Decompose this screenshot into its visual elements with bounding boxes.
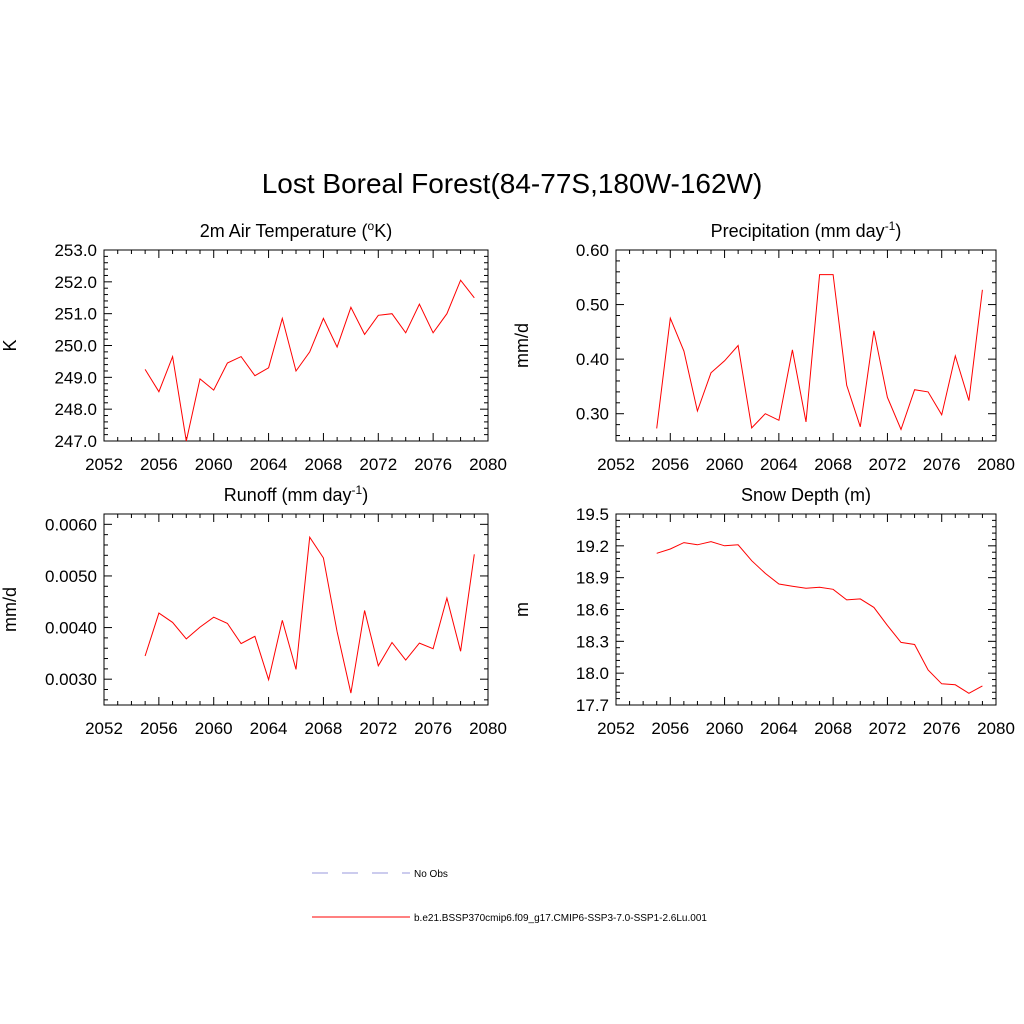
panel-title: Snow Depth (m) bbox=[741, 485, 871, 505]
y-tick-label: 18.0 bbox=[576, 664, 609, 683]
x-tick-label: 2052 bbox=[85, 719, 123, 738]
x-tick-label: 2072 bbox=[869, 719, 907, 738]
y-tick-label: 19.2 bbox=[576, 537, 609, 556]
x-tick-label: 2060 bbox=[706, 719, 744, 738]
x-tick-label: 2072 bbox=[359, 455, 397, 474]
y-tick-label: 17.7 bbox=[576, 696, 609, 715]
series-line bbox=[144, 279, 475, 442]
series-line bbox=[144, 535, 475, 694]
panel-title: Precipitation (mm day-1) bbox=[711, 219, 902, 241]
legend-label: b.e21.BSSP370cmip6.f09_g17.CMIP6-SSP3-7.… bbox=[414, 913, 707, 924]
y-tick-label: 0.0050 bbox=[45, 567, 97, 586]
plot-frame bbox=[615, 513, 997, 706]
x-tick-label: 2080 bbox=[977, 455, 1015, 474]
y-tick-label: 0.60 bbox=[576, 241, 609, 260]
y-axis-label: mm/d bbox=[512, 323, 532, 368]
x-tick-label: 2068 bbox=[814, 719, 852, 738]
x-tick-label: 2076 bbox=[414, 455, 452, 474]
x-tick-label: 2052 bbox=[597, 719, 635, 738]
x-tick-label: 2076 bbox=[923, 455, 961, 474]
x-tick-label: 2072 bbox=[869, 455, 907, 474]
x-tick-label: 2076 bbox=[923, 719, 961, 738]
x-tick-label: 2076 bbox=[414, 719, 452, 738]
y-tick-label: 0.30 bbox=[576, 405, 609, 424]
x-tick-label: 2064 bbox=[760, 719, 798, 738]
page-title: Lost Boreal Forest(84-77S,180W-162W) bbox=[261, 168, 763, 199]
y-tick-label: 0.0040 bbox=[45, 619, 97, 638]
x-tick-label: 2064 bbox=[760, 455, 798, 474]
plot-frame bbox=[103, 249, 489, 442]
x-tick-label: 2064 bbox=[250, 455, 288, 474]
y-tick-label: 253.0 bbox=[54, 241, 97, 260]
x-tick-label: 2064 bbox=[250, 719, 288, 738]
y-axis-label: m bbox=[512, 602, 532, 617]
x-tick-label: 2060 bbox=[195, 455, 233, 474]
y-tick-label: 19.5 bbox=[576, 505, 609, 524]
y-tick-label: 252.0 bbox=[54, 273, 97, 292]
y-tick-label: 18.6 bbox=[576, 601, 609, 620]
y-tick-label: 251.0 bbox=[54, 305, 97, 324]
x-tick-label: 2068 bbox=[814, 455, 852, 474]
series-line bbox=[656, 274, 983, 431]
y-tick-label: 0.0060 bbox=[45, 515, 97, 534]
x-tick-label: 2060 bbox=[706, 455, 744, 474]
x-tick-label: 2080 bbox=[469, 719, 507, 738]
y-tick-label: 0.40 bbox=[576, 350, 609, 369]
plot-frame bbox=[103, 513, 489, 706]
y-axis-label: mm/d bbox=[0, 587, 20, 632]
x-tick-label: 2056 bbox=[140, 719, 178, 738]
x-tick-label: 2052 bbox=[85, 455, 123, 474]
x-tick-label: 2056 bbox=[651, 719, 689, 738]
chart-panel-2: Precipitation (mm day-1) mm/d 2052 2056 2060… bbox=[512, 219, 1015, 474]
legend: No Obs b.e21.BSSP370cmip6.f09_g17.CMIP6-S… bbox=[312, 869, 707, 924]
x-tick-label: 2056 bbox=[651, 455, 689, 474]
y-tick-label: 247.0 bbox=[54, 432, 97, 451]
y-tick-label: 0.50 bbox=[576, 296, 609, 315]
y-tick-label: 250.0 bbox=[54, 337, 97, 356]
y-axis-label: K bbox=[0, 339, 20, 351]
y-tick-label: 0.0030 bbox=[45, 670, 97, 689]
x-tick-label: 2068 bbox=[305, 719, 343, 738]
x-tick-label: 2080 bbox=[469, 455, 507, 474]
panel-title: Runoff (mm day-1) bbox=[224, 483, 368, 505]
series-line bbox=[656, 541, 983, 694]
x-tick-label: 2068 bbox=[305, 455, 343, 474]
y-tick-label: 249.0 bbox=[54, 368, 97, 387]
x-tick-label: 2056 bbox=[140, 455, 178, 474]
chart-panel-3: Runoff (mm day-1) mm/d 2052 2056 2060 2064 206… bbox=[0, 483, 507, 738]
panel-title: 2m Air Temperature (oK) bbox=[200, 219, 392, 241]
y-tick-label: 248.0 bbox=[54, 400, 97, 419]
chart-panel-1: 2m Air Temperature (oK) K 2052 2056 2060 2064… bbox=[0, 219, 507, 474]
legend-label: No Obs bbox=[414, 869, 448, 880]
plot-frame bbox=[615, 249, 997, 442]
x-tick-label: 2080 bbox=[977, 719, 1015, 738]
y-tick-label: 18.3 bbox=[576, 632, 609, 651]
chart-panel-4: Snow Depth (m) m 2052 2056 2060 2064 2068 2072 2… bbox=[512, 485, 1015, 738]
x-tick-label: 2072 bbox=[359, 719, 397, 738]
x-tick-label: 2052 bbox=[597, 455, 635, 474]
x-tick-label: 2060 bbox=[195, 719, 233, 738]
y-tick-label: 18.9 bbox=[576, 569, 609, 588]
